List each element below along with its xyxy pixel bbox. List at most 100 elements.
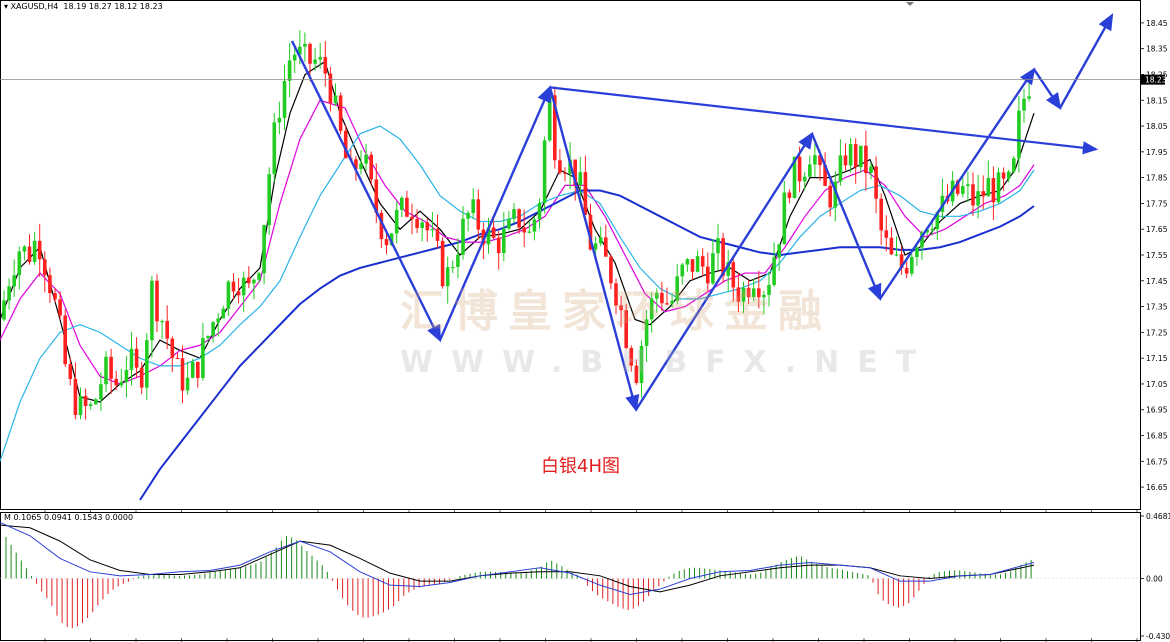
candle-body	[354, 159, 358, 169]
candle-body	[762, 294, 766, 298]
candle-body	[124, 369, 129, 383]
candle-body	[894, 254, 899, 256]
price-tick-label: 18.05	[1146, 122, 1168, 131]
price-panel	[0, 0, 1141, 510]
candle-body	[292, 54, 297, 61]
candle-body	[27, 246, 32, 262]
price-tick-label: 16.75	[1146, 457, 1168, 466]
candle-body	[308, 43, 312, 64]
macd-main-line	[0, 521, 1035, 596]
candle-body	[226, 281, 231, 309]
wave-arrow	[1033, 68, 1062, 110]
candle-body	[925, 229, 929, 233]
candle-body	[160, 321, 164, 323]
candle-body	[757, 288, 761, 298]
candle-body	[706, 266, 710, 284]
candle-body	[833, 181, 838, 208]
chart-annotation: 白银4H图	[541, 456, 620, 477]
candle-body	[17, 251, 22, 276]
candle-body	[502, 228, 506, 254]
candle-body	[145, 340, 149, 388]
candle-body	[359, 163, 363, 169]
candle-body	[43, 259, 47, 276]
candle-body	[680, 264, 685, 277]
candle-body	[558, 160, 562, 173]
candle-body	[318, 57, 322, 60]
candle-body	[726, 262, 730, 276]
candle-body	[134, 348, 139, 368]
candle-body	[1012, 158, 1016, 172]
candles	[2, 30, 1031, 420]
candle-body	[323, 57, 328, 74]
candle-body	[920, 232, 924, 248]
candle-body	[150, 280, 154, 341]
candle-body	[665, 303, 669, 305]
candle-body	[2, 300, 6, 320]
candle-body	[175, 357, 180, 360]
candle-body	[711, 253, 715, 284]
candle-body	[78, 395, 83, 416]
candle-body	[384, 239, 389, 246]
candle-body	[695, 256, 700, 272]
candle-body	[129, 348, 134, 370]
candle-body	[338, 95, 343, 131]
candle-body	[578, 172, 583, 186]
candle-body	[1001, 172, 1006, 179]
price-tick-label: 17.75	[1146, 199, 1168, 208]
price-tick-label: 16.95	[1146, 406, 1168, 415]
candle-body	[961, 186, 965, 194]
candle-body	[966, 184, 970, 187]
candle-body	[797, 156, 802, 182]
wave-arrow	[810, 133, 882, 302]
dropdown-icon[interactable]: ▾	[4, 2, 9, 11]
candle-body	[211, 322, 215, 337]
time-axis	[44, 509, 1138, 642]
candle-body	[777, 244, 781, 258]
candle-body	[690, 259, 695, 272]
candle-body	[741, 287, 746, 302]
watermark-cn: 汇博皇家环球金融	[400, 286, 832, 337]
candle-body	[394, 209, 399, 234]
price-tick-label: 17.45	[1146, 277, 1168, 286]
candle-body	[491, 227, 496, 238]
candle-body	[231, 281, 236, 292]
candle-body	[201, 338, 205, 378]
candle-body	[63, 315, 67, 365]
candle-body	[165, 321, 169, 339]
price-tick-label: 17.85	[1146, 174, 1168, 183]
candle-body	[639, 345, 644, 383]
wave-arrow	[879, 67, 1036, 300]
candle-body	[415, 219, 419, 229]
candle-body	[476, 199, 481, 230]
scroll-marker-icon[interactable]	[906, 2, 914, 6]
candle-body	[119, 382, 124, 386]
candle-body	[685, 259, 690, 265]
candle-body	[114, 378, 118, 386]
candle-body	[262, 225, 266, 274]
candle-body	[700, 256, 705, 267]
candle-body	[486, 227, 491, 245]
candle-body	[649, 298, 654, 320]
ohlc-values: 18.19 18.27 18.12 18.23	[63, 2, 163, 11]
candle-body	[83, 395, 88, 407]
candle-body	[598, 237, 603, 244]
candle-body	[573, 159, 577, 186]
candle-body	[772, 257, 776, 286]
price-tick-label: 17.65	[1146, 225, 1168, 234]
candle-body	[99, 384, 103, 400]
wave-arrow	[548, 87, 640, 413]
price-tick-label: 17.55	[1146, 251, 1168, 260]
candle-body	[303, 43, 307, 47]
candle-body	[282, 80, 287, 118]
wave-arrow	[634, 131, 814, 411]
wave-arrows	[290, 13, 1114, 413]
candle-body	[53, 293, 57, 300]
candle-body	[818, 155, 822, 166]
candle-body	[190, 361, 195, 378]
candle-body	[808, 164, 812, 177]
candle-body	[466, 212, 470, 219]
candle-body	[782, 192, 787, 245]
candle-body	[629, 347, 634, 366]
candle-body	[1017, 110, 1021, 159]
candle-body	[109, 356, 113, 379]
